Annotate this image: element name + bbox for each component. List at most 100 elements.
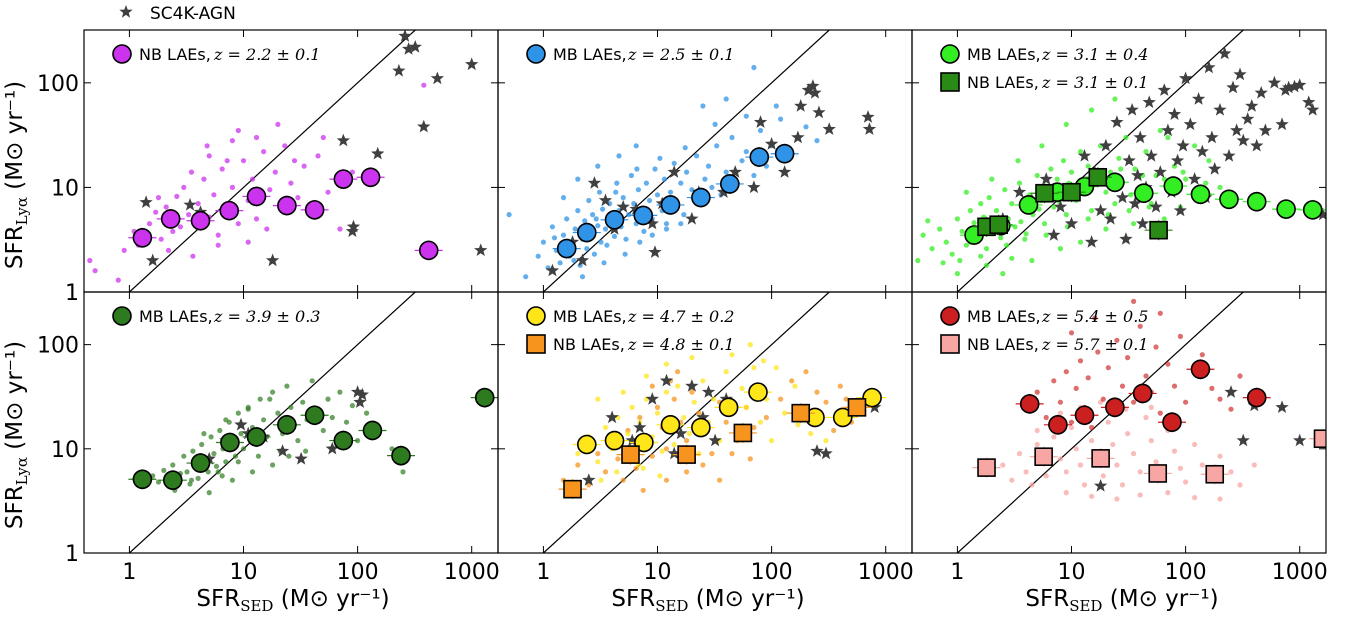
individual-lae-point <box>646 197 653 204</box>
individual-lae-point <box>560 195 567 201</box>
agn-star <box>350 385 365 398</box>
agn-star <box>371 146 385 160</box>
x-tick-label: 10 <box>230 560 258 585</box>
individual-lae-point <box>206 490 212 496</box>
individual-lae-point <box>253 134 260 141</box>
individual-lae-point <box>1057 410 1063 416</box>
individual-lae-point <box>823 438 829 444</box>
individual-lae-point <box>714 143 720 149</box>
individual-lae-point <box>337 389 343 395</box>
agn-star-icon <box>119 5 133 18</box>
individual-lae-point <box>272 169 278 175</box>
individual-lae-point <box>121 247 127 253</box>
individual-lae-point <box>743 149 749 155</box>
individual-lae-point <box>1137 469 1143 475</box>
binned-circle-point <box>1105 172 1125 193</box>
individual-lae-point <box>723 96 729 102</box>
individual-lae-point <box>1023 469 1029 475</box>
individual-lae-point <box>663 477 670 483</box>
individual-lae-point <box>1114 496 1120 502</box>
individual-lae-point <box>1085 216 1091 222</box>
agn-star <box>753 115 768 128</box>
agn-star <box>1053 200 1068 213</box>
individual-lae-point <box>1114 462 1120 468</box>
binned-circle-point <box>719 174 740 194</box>
binned-square-point <box>989 215 1008 235</box>
binned-square-point <box>733 423 753 443</box>
individual-lae-point <box>705 163 712 169</box>
individual-lae-point <box>301 163 307 169</box>
individual-lae-point <box>1237 482 1243 488</box>
individual-lae-point <box>253 216 260 222</box>
individual-lae-point <box>1114 337 1120 343</box>
individual-lae-point <box>1206 158 1212 164</box>
individual-lae-point <box>1051 378 1057 384</box>
legend-redshift: z = 5.7 ± 0.1 <box>1041 335 1148 354</box>
agn-star <box>545 263 560 277</box>
individual-lae-point <box>560 232 567 238</box>
individual-lae-point <box>1131 451 1137 457</box>
binned-square-point <box>1149 220 1168 240</box>
legend-circle-icon <box>940 44 960 64</box>
individual-lae-point <box>291 158 298 164</box>
individual-lae-point <box>249 176 256 182</box>
individual-lae-point <box>217 427 223 434</box>
individual-lae-point <box>678 180 684 186</box>
individual-lae-point <box>663 361 670 367</box>
binned-square-point <box>1313 429 1326 449</box>
individual-lae-point <box>572 226 578 232</box>
x-axis-label-middle: SFRSED (M⊙ yr⁻¹) <box>611 586 804 615</box>
individual-lae-point <box>641 228 647 234</box>
individual-lae-point <box>667 189 674 195</box>
binned-circle-point <box>748 382 768 402</box>
legend-circle-icon <box>526 44 546 64</box>
agn-star <box>659 373 674 387</box>
individual-lae-point <box>421 82 427 88</box>
individual-lae-point <box>600 206 606 212</box>
individual-lae-point <box>1043 414 1049 421</box>
individual-lae-point <box>303 448 309 454</box>
individual-lae-point <box>615 456 621 462</box>
individual-lae-point <box>631 201 637 207</box>
individual-lae-point <box>1089 208 1095 214</box>
legend-redshift: z = 5.4 ± 0.5 <box>1041 307 1148 326</box>
individual-lae-point <box>637 239 643 245</box>
binned-circle-point <box>691 187 711 208</box>
agn-star <box>1149 200 1163 213</box>
individual-lae-point <box>751 365 757 371</box>
individual-lae-point <box>595 459 601 465</box>
individual-lae-point <box>686 431 692 437</box>
individual-lae-point <box>1095 349 1101 355</box>
individual-lae-point <box>601 260 607 266</box>
legend-label: MB LAEs, <box>967 45 1041 64</box>
agn-star <box>685 211 699 225</box>
binned-circle-point <box>1276 199 1296 219</box>
individual-lae-point <box>808 431 814 437</box>
individual-lae-point <box>729 352 735 358</box>
agn-star <box>605 410 619 424</box>
binned-circle-point <box>576 434 597 455</box>
individual-lae-point <box>257 396 263 402</box>
x-axis-label-right: SFRSED (M⊙ yr⁻¹) <box>1025 586 1218 615</box>
individual-lae-point <box>153 209 159 215</box>
individual-lae-point <box>170 462 176 468</box>
agn-star <box>1176 138 1190 152</box>
y-tick-label: 10 <box>51 438 79 463</box>
individual-lae-point <box>195 475 201 481</box>
individual-lae-point <box>264 226 270 232</box>
individual-lae-point <box>1009 477 1015 483</box>
individual-lae-point <box>649 232 655 238</box>
individual-lae-point <box>747 456 753 462</box>
individual-lae-point <box>1009 201 1015 207</box>
agn-star <box>402 42 416 55</box>
agn-star <box>1094 203 1108 217</box>
individual-lae-point <box>1016 451 1023 457</box>
agn-star <box>1099 138 1113 152</box>
individual-lae-point <box>963 189 970 195</box>
individual-lae-point <box>814 138 820 144</box>
agn-star <box>1103 211 1118 225</box>
individual-lae-point <box>1029 257 1035 264</box>
agn-star <box>355 387 369 401</box>
individual-lae-point <box>229 184 235 190</box>
y-tick-label: 1 <box>65 542 79 567</box>
